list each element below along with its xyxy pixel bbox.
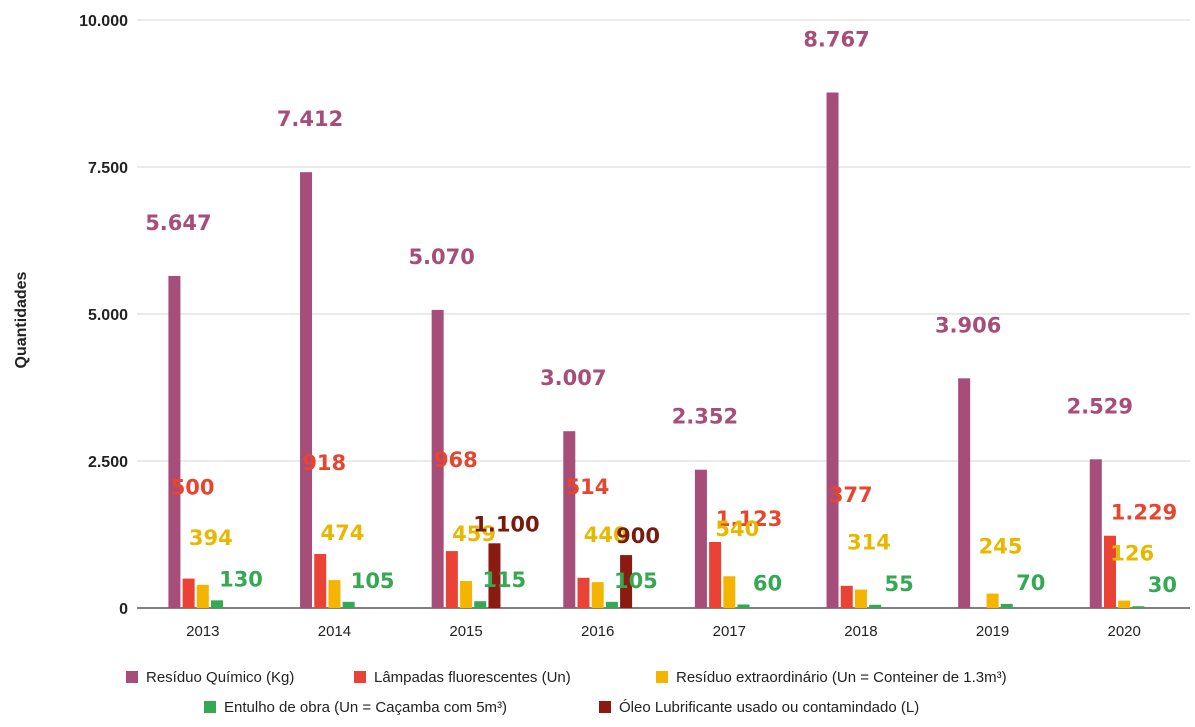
data-label: 918 [302, 451, 346, 475]
data-label: 8.767 [803, 28, 869, 52]
legend-swatch [204, 701, 216, 713]
bar [577, 577, 590, 608]
data-label: 459 [452, 522, 496, 546]
y-tick-label: 5.000 [88, 307, 128, 324]
x-tick-label: 2013 [186, 623, 219, 640]
x-tick-label: 2020 [1108, 623, 1141, 640]
data-label: 440 [584, 523, 628, 547]
data-label: 900 [616, 524, 660, 548]
data-label: 540 [715, 517, 759, 541]
data-label: 30 [1148, 573, 1177, 597]
bar [1103, 535, 1116, 608]
data-label: 2.529 [1067, 394, 1133, 418]
bar [840, 585, 853, 608]
bar [854, 589, 867, 608]
x-axis-ticks: 2013 2014 2015 2016 2017 2018 2019 2020 [186, 623, 1141, 640]
bar [958, 378, 971, 608]
data-label: 7.412 [277, 107, 343, 131]
y-tick-label: 7.500 [88, 160, 128, 177]
bar [328, 580, 341, 608]
data-label: 1.100 [473, 512, 539, 536]
legend-label: Resíduo extraordinário (Un = Conteiner d… [676, 669, 1007, 686]
x-tick-label: 2018 [844, 623, 877, 640]
legend: Resíduo Químico (Kg) Lâmpadas fluorescent… [126, 669, 1007, 716]
data-label: 377 [829, 483, 873, 507]
bar [986, 593, 999, 608]
data-label: 130 [219, 567, 263, 591]
bar [182, 578, 195, 608]
data-label: 105 [614, 569, 658, 593]
data-label: 5.070 [408, 245, 474, 269]
bar [737, 604, 750, 608]
legend-label: Entulho de obra (Un = Caçamba com 5m³) [224, 699, 507, 716]
data-label: 1.123 [716, 507, 782, 531]
bar [826, 92, 839, 609]
data-label: 105 [351, 569, 395, 593]
data-label: 126 [1110, 542, 1154, 566]
y-tick-label: 2.500 [88, 454, 128, 471]
bar [474, 601, 487, 608]
data-label: 514 [566, 475, 610, 499]
x-tick-label: 2019 [976, 623, 1009, 640]
bar [460, 581, 473, 608]
bar [605, 601, 618, 608]
data-label: 245 [979, 535, 1023, 559]
bar [1089, 459, 1102, 608]
bar [300, 172, 313, 609]
y-tick-label: 0 [119, 601, 128, 618]
data-label: 3.007 [540, 366, 606, 390]
data-labels: 5.647 7.412 5.070 3.007 2.352 8.767 3.906 2.529… [145, 28, 1177, 598]
bar [196, 584, 209, 608]
data-label: 70 [1016, 571, 1045, 595]
bar [168, 275, 181, 608]
data-label: 55 [885, 572, 914, 596]
x-tick-label: 2016 [581, 623, 614, 640]
legend-swatch [599, 701, 611, 713]
x-tick-label: 2014 [318, 623, 351, 640]
bar [591, 582, 604, 608]
bar [342, 601, 355, 608]
bar [488, 543, 501, 608]
legend-label: Lâmpadas fluorescentes (Un) [374, 669, 571, 686]
bars [168, 92, 1145, 609]
bar [211, 600, 224, 608]
data-label: 115 [482, 568, 526, 592]
data-label: 60 [753, 571, 782, 595]
x-tick-label: 2015 [449, 623, 482, 640]
data-label: 394 [189, 526, 233, 550]
bar [723, 576, 736, 608]
data-label: 500 [171, 476, 215, 500]
grid [137, 19, 1190, 609]
bar [1000, 603, 1013, 608]
data-label: 474 [321, 521, 365, 545]
data-label: 5.647 [145, 211, 211, 235]
y-axis-label: Quantidades [13, 271, 30, 368]
bar [709, 541, 722, 608]
legend-swatch [656, 671, 668, 683]
bar [620, 555, 633, 608]
legend-label: Óleo Lubrificante usado ou contamindado … [619, 699, 919, 716]
legend-label: Resíduo Químico (Kg) [146, 669, 294, 686]
data-label: 1.229 [1111, 501, 1177, 525]
x-tick-label: 2017 [713, 623, 746, 640]
bar [445, 551, 458, 608]
data-label: 3.906 [935, 313, 1001, 337]
bar [1118, 600, 1131, 608]
y-axis-ticks: 0 2.500 5.000 7.500 10.000 [79, 13, 128, 618]
bar [314, 554, 327, 608]
bar [431, 309, 444, 608]
legend-swatch [354, 671, 366, 683]
bar [563, 431, 576, 608]
y-tick-label: 10.000 [79, 13, 128, 30]
data-label: 314 [847, 531, 891, 555]
data-label: 2.352 [672, 405, 738, 429]
bar [869, 604, 882, 608]
legend-swatch [126, 671, 138, 683]
bar [694, 469, 707, 608]
bar [1132, 606, 1145, 608]
data-label: 968 [434, 448, 478, 472]
